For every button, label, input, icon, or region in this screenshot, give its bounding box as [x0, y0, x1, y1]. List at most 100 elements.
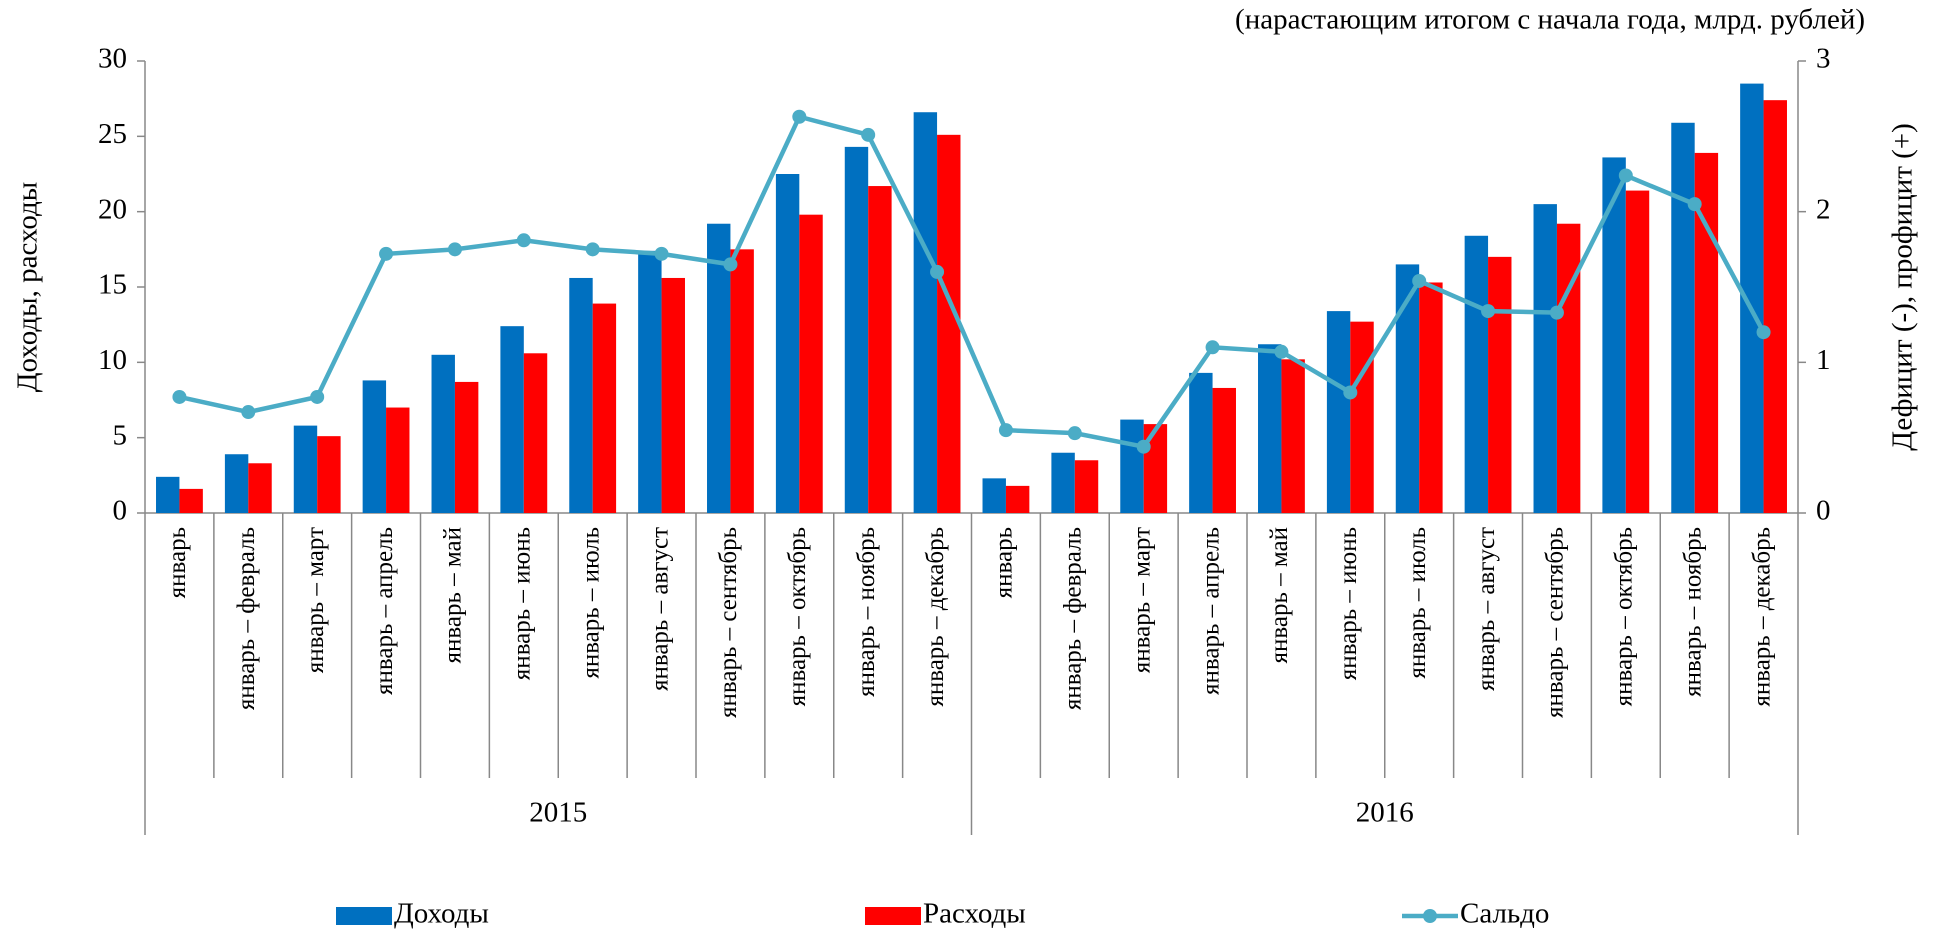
bar	[1189, 372, 1213, 513]
legend-label: Расходы	[923, 898, 1026, 930]
y-tick-label: 10	[98, 344, 127, 376]
y2-tick-label: 2	[1816, 193, 1831, 225]
bar	[799, 214, 823, 513]
line-marker	[861, 127, 876, 142]
bar	[775, 174, 800, 513]
line-marker	[172, 389, 187, 404]
bar	[523, 353, 548, 513]
x-tick-label: январь – февраль	[1060, 527, 1087, 710]
bar	[386, 407, 410, 513]
y-axis-label: Доходы, расходы	[12, 182, 44, 393]
x-tick-label: январь – декабрь	[1748, 527, 1775, 707]
x-tick-label: январь – апрель	[1197, 527, 1224, 695]
bar	[293, 425, 318, 513]
x-tick-label: январь	[164, 527, 191, 598]
bar	[317, 436, 341, 513]
bar	[730, 249, 754, 514]
legend-swatch	[865, 907, 921, 925]
y-tick-label: 25	[98, 118, 127, 150]
line-marker	[447, 242, 462, 257]
legend-swatch-marker	[1423, 909, 1437, 923]
bar	[844, 146, 869, 513]
bar	[156, 476, 180, 513]
line-marker	[516, 233, 531, 248]
line-marker	[1481, 304, 1496, 319]
y2-tick-label: 0	[1816, 495, 1831, 527]
line-marker	[1687, 197, 1702, 212]
x-tick-label: январь – август	[646, 527, 673, 691]
legend-label: Доходы	[394, 898, 489, 930]
bar	[500, 326, 524, 513]
x-tick-label: январь – август	[1473, 527, 1500, 691]
bar	[868, 186, 892, 513]
bar	[707, 223, 731, 513]
y2-tick-label: 1	[1816, 344, 1831, 376]
bar	[1074, 460, 1099, 513]
x-tick-label: январь – май	[440, 527, 467, 663]
y-tick-label: 20	[98, 193, 127, 225]
bar	[1326, 311, 1351, 513]
x-tick-label: январь – июнь	[1335, 527, 1362, 680]
x-tick-label: январь – ноябрь	[1679, 527, 1706, 697]
x-tick-label: январь – сентябрь	[1542, 527, 1569, 718]
line-marker	[379, 246, 394, 261]
bar	[937, 134, 961, 513]
bar	[1281, 359, 1305, 513]
y2-tick-label: 3	[1816, 43, 1831, 75]
y-tick-label: 5	[113, 419, 128, 451]
line	[178, 114, 1766, 450]
line-marker	[723, 257, 738, 272]
bar	[179, 488, 203, 513]
line-marker	[1205, 340, 1220, 355]
bar	[1556, 223, 1581, 513]
x-tick-label: январь – сентябрь	[715, 527, 742, 718]
bar	[1350, 321, 1374, 513]
x-tick-label: январь – май	[1266, 527, 1293, 663]
group-label: 2015	[529, 797, 587, 829]
bar	[982, 478, 1006, 513]
bar	[1051, 452, 1075, 513]
bar	[1258, 344, 1282, 513]
line-marker	[1274, 344, 1289, 359]
x-tick-label: январь – октябрь	[784, 527, 811, 706]
y-tick-label: 0	[113, 495, 128, 527]
bar	[454, 381, 479, 513]
bar	[248, 463, 272, 513]
x-tick-label: январь – ноябрь	[853, 527, 880, 697]
line-marker	[1549, 305, 1564, 320]
bar	[1740, 83, 1764, 513]
y2-axis-label: Дефицит (-), профицит (+)	[1887, 123, 1919, 451]
x-tick-label: январь – июнь	[509, 527, 536, 680]
bar	[1694, 152, 1719, 513]
bar	[1395, 264, 1420, 513]
bar	[1005, 485, 1030, 513]
bar	[592, 303, 617, 513]
bar	[1143, 424, 1168, 513]
x-tick-label: январь – декабрь	[922, 527, 949, 707]
x-tick-label: январь – июль	[1404, 527, 1431, 679]
bar	[1212, 387, 1236, 513]
line-marker	[998, 423, 1013, 438]
line-marker	[792, 109, 807, 124]
line-marker	[1067, 426, 1082, 441]
bar	[1488, 256, 1512, 513]
line-marker	[1412, 273, 1427, 288]
line-marker	[1756, 325, 1771, 340]
x-tick-label: январь	[991, 527, 1018, 598]
bar	[1671, 122, 1695, 514]
bar	[569, 277, 593, 513]
x-tick-label: январь – июль	[577, 527, 604, 679]
bar	[913, 112, 938, 513]
x-tick-label: январь – март	[302, 527, 329, 673]
line-marker	[310, 389, 325, 404]
y-tick-label: 30	[98, 43, 127, 75]
legend-swatch	[336, 907, 392, 925]
bar	[1533, 204, 1557, 513]
group-label: 2016	[1356, 797, 1414, 829]
line-marker	[1136, 439, 1151, 454]
bar	[1419, 282, 1443, 513]
bar	[638, 250, 662, 513]
bar	[1120, 419, 1144, 513]
bar	[431, 354, 455, 513]
